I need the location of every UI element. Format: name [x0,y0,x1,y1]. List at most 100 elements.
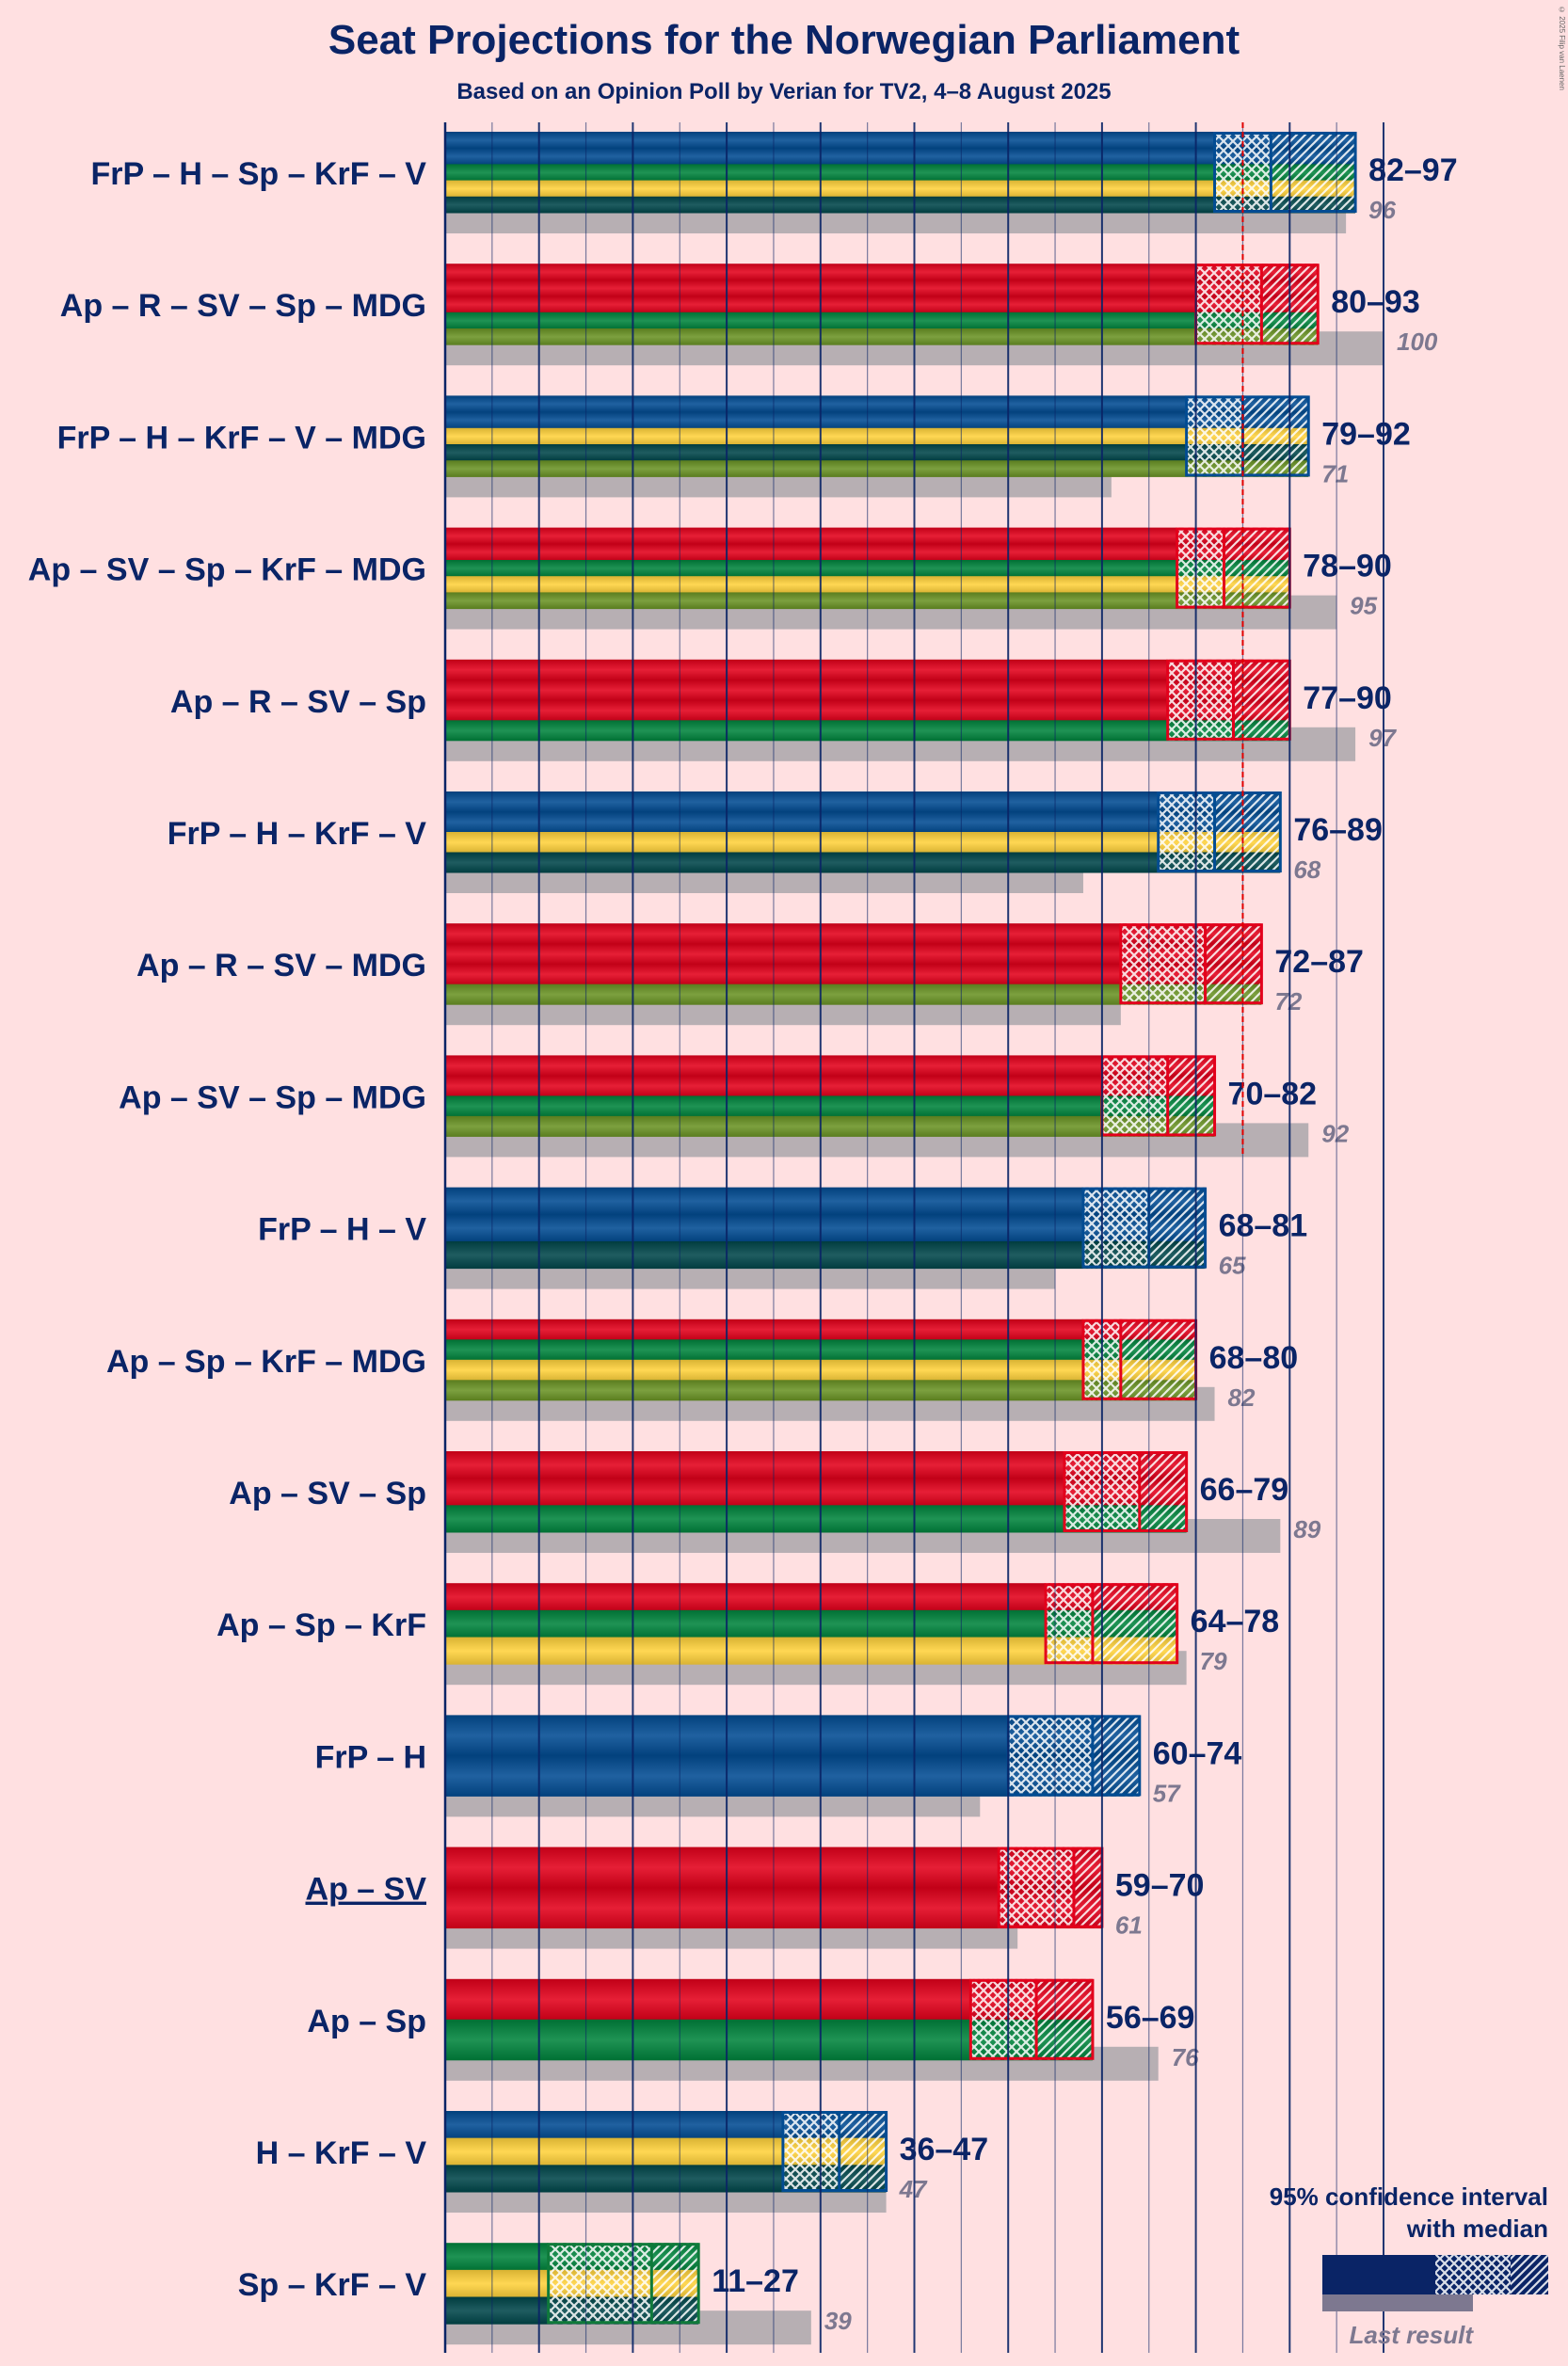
chart-subtitle: Based on an Opinion Poll by Verian for T… [456,79,1112,104]
copyright-credit: © 2025 Filip van Laenen [1558,6,1566,90]
coalition-label: Ap – Sp – KrF [216,1607,426,1643]
legend-ci-upper-pattern [1511,2255,1548,2294]
coalition-label: Ap – R – SV – Sp [170,684,426,720]
party-stripe-h [445,811,1281,833]
ci-lower-crosshatch [970,1978,1037,2060]
range-label: 80–93 [1331,284,1420,320]
party-stripe-ap [445,264,1319,280]
confidence-interval [1044,1583,1179,1665]
coalition-row: Ap – SV – Sp – KrF – MDG 78–90 95 [28,527,1392,630]
last-result-label: 82 [1228,1383,1256,1412]
last-result-label: 96 [1368,196,1396,224]
confidence-interval [1006,1715,1142,1797]
last-result-label: 79 [1200,1647,1227,1675]
range-label: 36–47 [900,2132,989,2167]
party-stripe-sp [445,1095,1215,1117]
ci-upper-hatch [1214,791,1281,872]
party-stripe-sv [445,1075,1215,1096]
range-label: 11–27 [712,2263,799,2299]
range-label: 60–74 [1153,1735,1242,1771]
coalition-label: FrP – H – Sp – KrF – V [90,156,426,192]
ci-lower-crosshatch [999,1846,1074,1928]
confidence-interval [1100,1055,1217,1137]
ci-lower-crosshatch [1167,659,1234,741]
party-stripe-v [445,444,1309,461]
legend-title-line2: with median [1406,2214,1548,2243]
coalition-row: Ap – SV 59–70 61 [306,1846,1205,1949]
party-stripe-r [445,943,1262,965]
ci-lower-crosshatch [1120,923,1206,1005]
confidence-interval [1194,264,1320,345]
confidence-interval [1185,395,1310,477]
coalition-label: FrP – H [315,1739,426,1775]
ci-upper-hatch [1036,1978,1093,2060]
party-stripe-sp [445,312,1319,329]
party-stripe-v [445,852,1281,873]
ci-upper-hatch [1224,527,1290,609]
range-label: 66–79 [1200,1472,1289,1508]
confidence-interval [781,2111,888,2192]
coalition-row: Ap – R – SV – Sp – MDG 80–93 100 [60,264,1438,366]
range-label: 68–81 [1219,1208,1308,1244]
last-result-label: 65 [1219,1252,1246,1280]
ci-lower-crosshatch [1101,1055,1168,1137]
party-stripe-ap [445,1055,1215,1077]
party-stripe-r [445,280,1319,297]
coalition-label: H – KrF – V [256,2135,427,2171]
ci-outline [1185,395,1310,477]
ci-upper-hatch [839,2111,887,2192]
coalition-row: Ap – Sp – KrF 64–78 79 [216,1583,1280,1686]
party-stripe-h [445,411,1309,429]
ci-lower-crosshatch [1082,1187,1149,1269]
party-stripe-krf [445,832,1281,853]
party-stripe-sp [445,1505,1187,1533]
ci-outline [1213,132,1357,213]
coalition-row: Ap – Sp – KrF – MDG 68–80 82 [106,1319,1298,1421]
ci-outline [781,2111,888,2192]
last-result-label: 47 [899,2175,928,2203]
range-label: 59–70 [1115,1868,1205,1904]
ci-upper-hatch [1092,1715,1140,1797]
ci-upper-hatch [651,2243,699,2325]
ci-upper-hatch [1271,132,1356,213]
last-result-label: 61 [1115,1911,1143,1940]
last-result-label: 39 [824,2307,852,2335]
legend-ci-lower-pattern [1435,2255,1511,2294]
party-stripe-v [445,196,1356,214]
legend-last-result-label: Last result [1350,2321,1475,2349]
coalition-label: FrP – H – V [258,1212,426,1248]
range-label: 64–78 [1191,1604,1280,1639]
party-stripe-h [445,148,1356,165]
last-result-label: 100 [1397,328,1438,356]
coalition-row: FrP – H – KrF – V 76–89 68 [168,791,1383,893]
coalition-label: Ap – R – SV – Sp – MDG [60,288,426,324]
range-label: 76–89 [1293,812,1383,848]
legend-title-line1: 95% confidence interval [1270,2182,1548,2211]
coalition-row: Sp – KrF – V 11–27 39 [238,2243,852,2345]
ci-outline [1157,791,1282,872]
legend: 95% confidence interval with median Last r… [1270,2182,1548,2349]
ci-upper-hatch [1120,1319,1196,1400]
coalition-label: Ap – Sp [307,2004,426,2039]
range-label: 70–82 [1228,1076,1318,1111]
coalition-label: Ap – Sp – KrF – MDG [106,1344,426,1380]
party-stripe-frp [445,791,1281,812]
party-stripe-sp [445,164,1356,182]
coalition-row: Ap – R – SV – MDG 72–87 72 [136,923,1364,1026]
ci-lower-crosshatch [1176,527,1224,609]
coalition-label: Sp – KrF – V [238,2267,427,2303]
ci-upper-hatch [1205,923,1262,1005]
last-result-label: 71 [1321,459,1349,488]
party-stripe-krf [445,180,1356,198]
legend-median-bar [1322,2255,1435,2294]
confidence-interval [547,2243,700,2325]
last-result-label: 72 [1274,987,1302,1015]
party-stripe-ap [445,923,1262,945]
party-stripe-sv [445,1478,1187,1506]
range-label: 79–92 [1321,416,1411,452]
ci-lower-crosshatch [1046,1583,1093,1665]
last-result-label: 76 [1172,2043,1199,2071]
